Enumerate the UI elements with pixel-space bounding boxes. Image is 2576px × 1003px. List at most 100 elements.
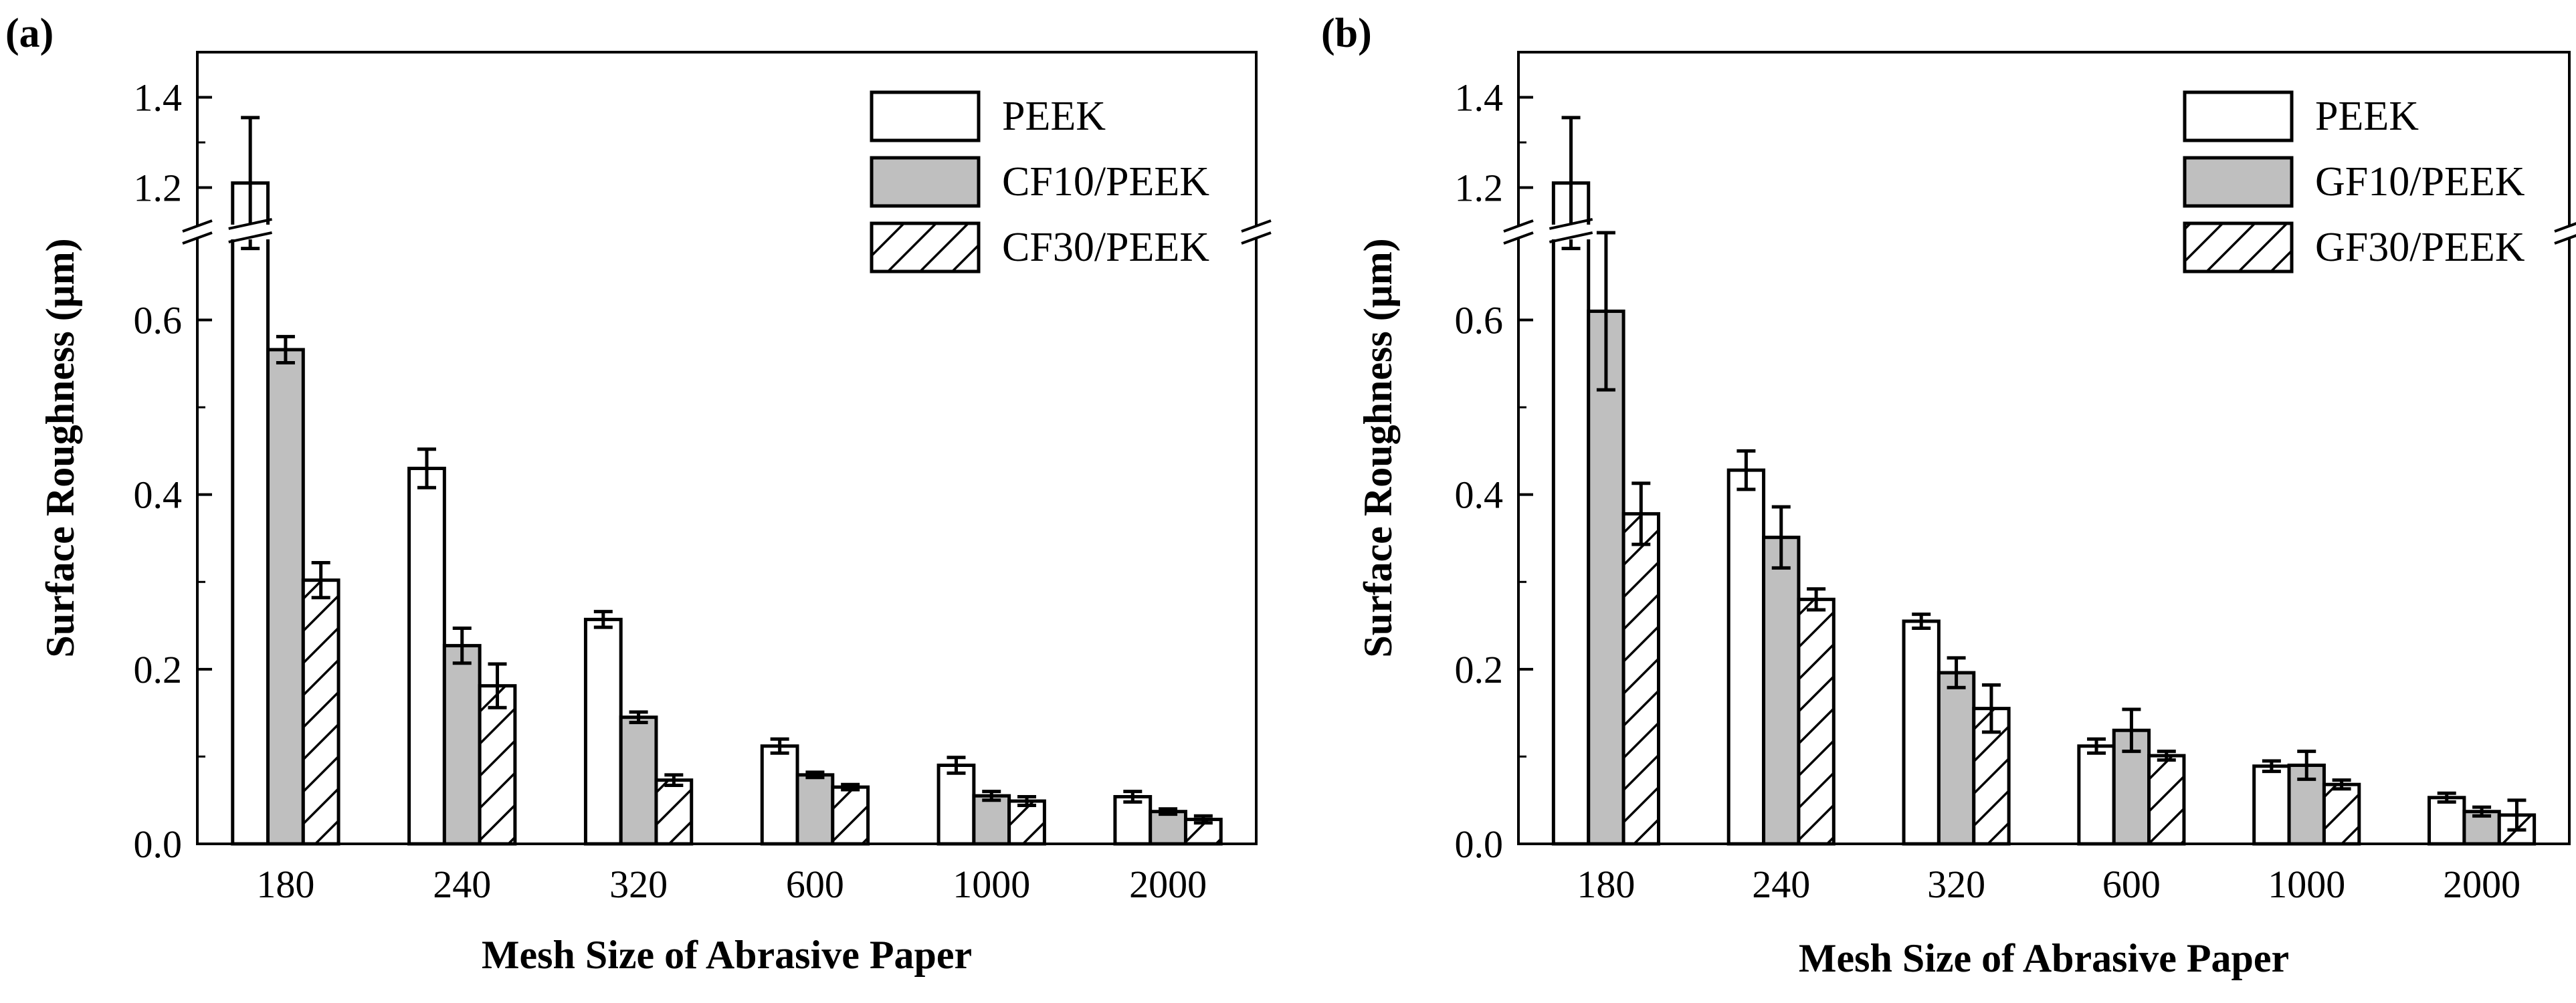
legend-label: GF10/PEEK: [2315, 159, 2525, 205]
axis-break-left: [1503, 219, 1534, 245]
bar-peek-320: [583, 617, 623, 846]
error-bar: [1737, 449, 1756, 491]
error-bar: [1947, 656, 1966, 689]
bar-peek-180: [1551, 181, 1591, 846]
legend-swatch-gray: [2183, 156, 2294, 208]
bar-break-gap: [228, 217, 272, 243]
error-bar: [982, 790, 1001, 802]
error-bar: [276, 334, 295, 365]
error-bar: [629, 710, 648, 724]
bar-cf10-peek-2000: [1149, 810, 1187, 846]
bar-cf10-peek-240: [442, 644, 482, 846]
x-tick-label: 2000: [2443, 863, 2520, 906]
error-bar: [664, 773, 684, 788]
error-bar: [2297, 750, 2316, 781]
bar-cf30-peek-320: [654, 778, 694, 846]
error-bar: [2472, 805, 2492, 818]
axis-break-right: [1241, 219, 1272, 245]
legend-swatch-white: [2183, 90, 2294, 142]
bar-peek-1000: [2252, 764, 2291, 846]
y-tick-label: 0.0: [1455, 822, 1504, 866]
y-tick-label: 0.4: [1455, 473, 1504, 517]
error-bar: [1981, 683, 2001, 734]
error-bar: [593, 610, 613, 629]
axis-break-left: [182, 219, 213, 245]
y-axis-title: Surface Roughness (μm): [1356, 238, 1400, 657]
bar-peek-1000: [936, 763, 976, 846]
x-tick-label: 600: [2102, 863, 2161, 906]
y-tick-label: 1.4: [134, 76, 183, 119]
x-tick-label: 240: [1752, 863, 1810, 906]
error-bar: [1159, 807, 1178, 816]
x-tick-label: 180: [256, 863, 314, 906]
bar-cf30-peek-1000: [1007, 799, 1046, 846]
y-axis-title: Surface Roughness (μm): [38, 238, 82, 657]
y-tick-label: 1.2: [134, 166, 183, 209]
x-axis-title: Mesh Size of Abrasive Paper: [482, 933, 972, 977]
error-bar: [1123, 790, 1143, 804]
bar-peek-2000: [1113, 794, 1153, 846]
error-bar: [2157, 750, 2176, 762]
x-tick-label: 2000: [1129, 863, 1207, 906]
y-tick-label: 0.0: [134, 822, 183, 866]
error-bar: [947, 756, 966, 775]
y-tick-label: 0.2: [134, 648, 183, 691]
y-tick-label: 1.4: [1455, 76, 1504, 119]
error-bar: [805, 770, 825, 780]
bar-peek-180: [231, 181, 270, 846]
bar-gf30-peek-240: [1797, 597, 1836, 846]
x-tick-label: 320: [1927, 863, 1985, 906]
bar-cf10-peek-600: [795, 773, 835, 846]
x-tick-label: 1000: [953, 863, 1030, 906]
bar-cf30-peek-180: [301, 578, 340, 846]
y-tick-label: 1.2: [1455, 166, 1504, 209]
x-tick-label: 1000: [2268, 863, 2345, 906]
bar-gf10-peek-320: [1937, 671, 1976, 846]
legend-label: CF30/PEEK: [1002, 225, 1209, 270]
error-bar: [452, 626, 472, 665]
bar-gf30-peek-180: [1621, 512, 1660, 846]
error-bar: [770, 737, 789, 755]
bar-peek-2000: [2428, 796, 2466, 846]
bar-break-gap: [1549, 217, 1593, 243]
y-tick-label: 0.6: [134, 299, 183, 342]
y-tick-label: 0.4: [134, 473, 183, 517]
legend: PEEK GF10/PEEK GF30/PEEK: [2183, 90, 2525, 273]
bar-peek-240: [407, 467, 446, 846]
legend-label: CF10/PEEK: [1002, 159, 1209, 205]
error-bar: [1596, 231, 1615, 392]
error-bar: [841, 782, 860, 792]
legend-swatch-hatched: [2183, 221, 2294, 273]
error-bar: [1017, 794, 1037, 808]
error-bar: [417, 447, 436, 489]
bar-cf10-peek-320: [619, 715, 658, 846]
x-tick-label: 600: [786, 863, 844, 906]
axis-break-right: [2554, 222, 2576, 245]
legend-label: PEEK: [2315, 94, 2419, 139]
error-bar: [2087, 737, 2106, 755]
y-tick-label: 0.6: [1455, 299, 1504, 342]
bar-cf10-peek-180: [266, 348, 305, 846]
plot-frame: [1517, 51, 2571, 845]
legend-label: PEEK: [1002, 94, 1106, 139]
plot-frame: [196, 51, 1258, 845]
x-tick-label: 180: [1577, 863, 1635, 906]
bar-peek-600: [760, 744, 799, 846]
bar-cf30-peek-240: [478, 684, 517, 846]
x-tick-label: 320: [609, 863, 668, 906]
error-bar: [488, 662, 507, 709]
legend-swatch-hatched: [870, 221, 981, 273]
legend-swatch-white: [870, 90, 981, 142]
bar-cf10-peek-1000: [972, 794, 1011, 846]
bar-gf10-peek-240: [1762, 536, 1801, 846]
chart-panel-a: 0.0 0.2 0.4 0.6 1.2 1.4 180 240 320 600 1000 2000 Su…: [38, 51, 1272, 977]
error-bar: [2332, 778, 2351, 791]
x-tick-label: 240: [433, 863, 491, 906]
bar-cf30-peek-600: [831, 785, 870, 846]
error-bar: [1193, 814, 1213, 825]
panel-label-a: (a): [5, 11, 54, 56]
panel-label-b: (b): [1321, 11, 1372, 56]
y-tick-label: 0.2: [1455, 648, 1504, 691]
bar-gf30-peek-600: [2147, 754, 2186, 846]
